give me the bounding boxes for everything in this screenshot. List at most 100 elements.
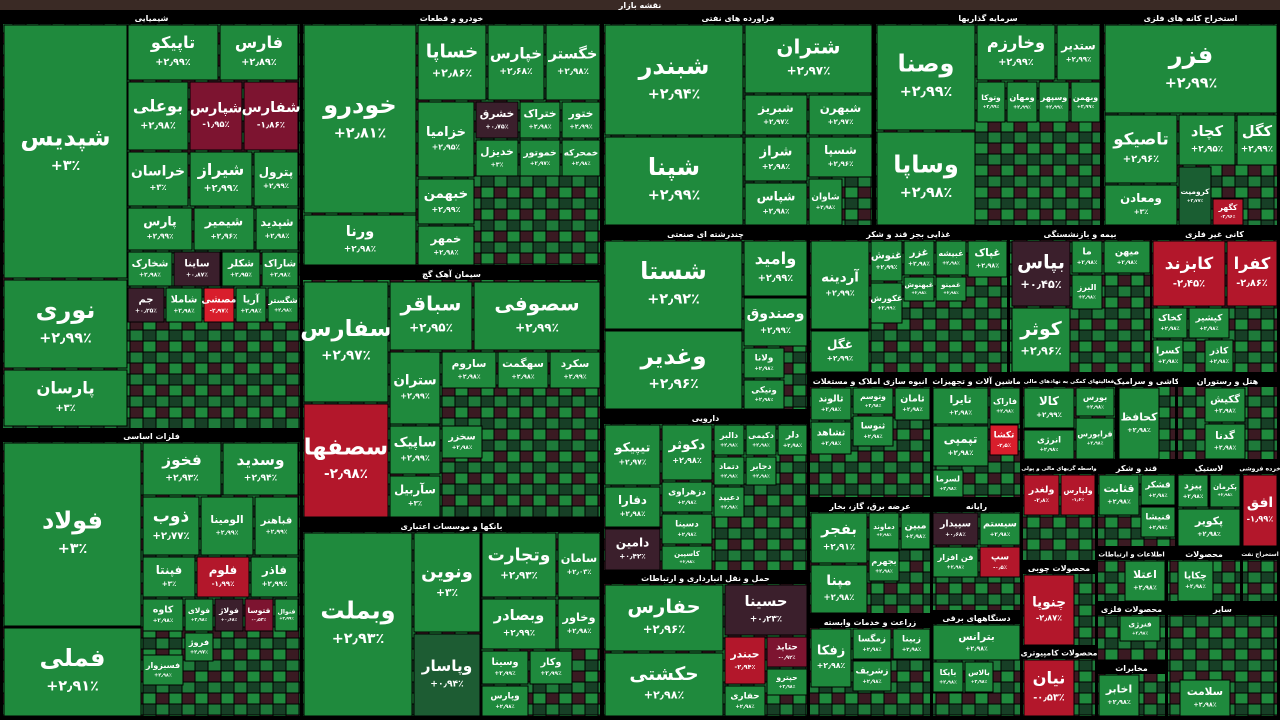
tile [900,512,931,550]
tile [561,101,601,139]
tile-name: وکار [540,657,562,668]
tile [604,424,661,486]
tile-change: +۲٫۹۷٪ [787,64,831,78]
tile [127,251,173,287]
tile-name: وبصادر [493,607,545,624]
tile-change: +۰٫۷۵٪ [485,123,508,130]
tile-change: +۲٫۹۸٪ [976,262,999,269]
tile [777,424,808,456]
tile-change: +۲٫۷۷٪ [1187,198,1204,204]
tile-name: حکشتی [629,664,698,685]
tile-name: ختور [568,108,594,120]
tile-change: +۲٫۹۸٪ [1127,426,1151,434]
tile-change: +۲٫۹۸٪ [817,661,846,670]
sector-header [1098,603,1165,615]
tile-name: سپ [991,553,1009,563]
sector-label: سیمان آهک گچ [422,269,481,279]
sector-label: خرده فروشی [1239,466,1280,473]
tile-change: +۲٫۹۹٪ [998,57,1033,68]
tile-change: +۲٫۹۳٪ [500,569,538,581]
tile-name: الومینا [210,514,243,526]
sector-header [1168,548,1240,560]
sector-label: انبوه سازی املاک و مستغلات [813,377,928,386]
tile-name: کاسپین [674,549,701,558]
sector-header [1023,375,1115,387]
tile-change: +۲٫۹۸٪ [452,445,473,451]
tile [989,424,1019,456]
tile-change: +۲٫۹۸٪ [762,162,791,171]
tile [979,546,1021,578]
tile-name: فرابورس [1077,429,1112,438]
tile-name: سباقر [400,292,462,316]
tile-change: +۰٫۴۲٪ [619,552,645,561]
tile [744,136,808,182]
tile [810,387,852,421]
tile-change: +۲٫۹۸٪ [154,672,172,678]
tile-change: +۲٫۹۹٪ [648,187,701,203]
tile-name: شپنا [648,153,700,181]
tile-name: سلامت [1187,686,1223,698]
tile-change: +۲٫۹۸٪ [720,442,738,448]
tile [529,650,573,685]
tile [1011,307,1071,373]
tile-change: +۲٫۹۹٪ [900,84,953,100]
tile [932,624,1021,661]
tile [417,24,487,101]
tile-change: +۲٫۹۹٪ [400,453,430,463]
tile [1152,307,1188,339]
tile-name: ونوین [421,562,473,583]
sector-label: استخراج نفت [1241,552,1278,558]
tile-change: -۲٫۹۷٪ [210,308,229,314]
tile-name: کابزند [1165,254,1214,274]
tile [255,207,299,251]
tile [417,101,475,178]
tile-change: +۲٫۹۸٪ [902,647,921,653]
tile [852,628,892,660]
tile [127,287,165,323]
tile-name: زبینا [902,635,921,645]
tile-change: +۲٫۹۳٪ [332,631,385,647]
tile-name: خزامیا [426,125,466,140]
tile-change: +۲٫۹۹٪ [877,306,895,312]
tile-name: شیراز [197,160,245,179]
tile-change: +۲٫۹۸٪ [943,290,959,295]
tile-name: مبین [905,520,927,531]
tile [1104,24,1278,114]
tile-change: +۰٫۸۷٪ [186,272,208,279]
sector-label: فعالیتهای کمکی به نهادهای مالی [1024,378,1115,385]
tile-change: +۲٫۹۸٪ [344,244,376,254]
tile-name: دتماد [719,461,739,471]
tile [604,136,744,226]
tile [127,81,189,151]
tile-change: +۲٫۹۸٪ [1185,584,1206,590]
tile-change: +۳٪ [162,579,177,588]
sector-label: عرضه برق، گاز، بخار [828,501,910,511]
tile [561,139,601,177]
tile-change: +۲٫۹۸٪ [949,409,972,416]
tile [932,425,989,467]
tile-name: ساپیک [394,435,437,451]
tile [932,546,979,578]
tile-change: +۲٫۹۸٪ [1197,530,1221,538]
tile-change: +۲٫۶۸٪ [499,67,532,77]
tile-change: +۲٫۹۸٪ [942,260,960,266]
tile-change: +۲٫۹۸٪ [965,646,988,653]
sector-header [1023,562,1095,574]
tile-change: +۲٫۹۸٪ [862,647,881,653]
tile [1179,679,1231,717]
tile [1011,240,1071,307]
tile-change: +۲٫۹۸٪ [902,407,923,413]
tile-change: +۲٫۹۸٪ [644,689,685,702]
tile-name: بجهرم [871,556,896,567]
tile [967,240,1008,278]
tile-change: +۲٫۹۴٪ [244,473,277,484]
tile-change: +۲٫۹۸٪ [274,307,292,313]
tile [127,24,219,81]
sector-label: رایانه [966,502,988,511]
tile [1098,474,1140,516]
tile-change: +۲٫۹۸٪ [269,272,291,278]
sector-label: چندرشته ای صنعتی [667,230,744,239]
tile [810,628,852,688]
tile-change: -۱٫۸۶٪ [257,120,285,130]
tile [903,240,935,276]
